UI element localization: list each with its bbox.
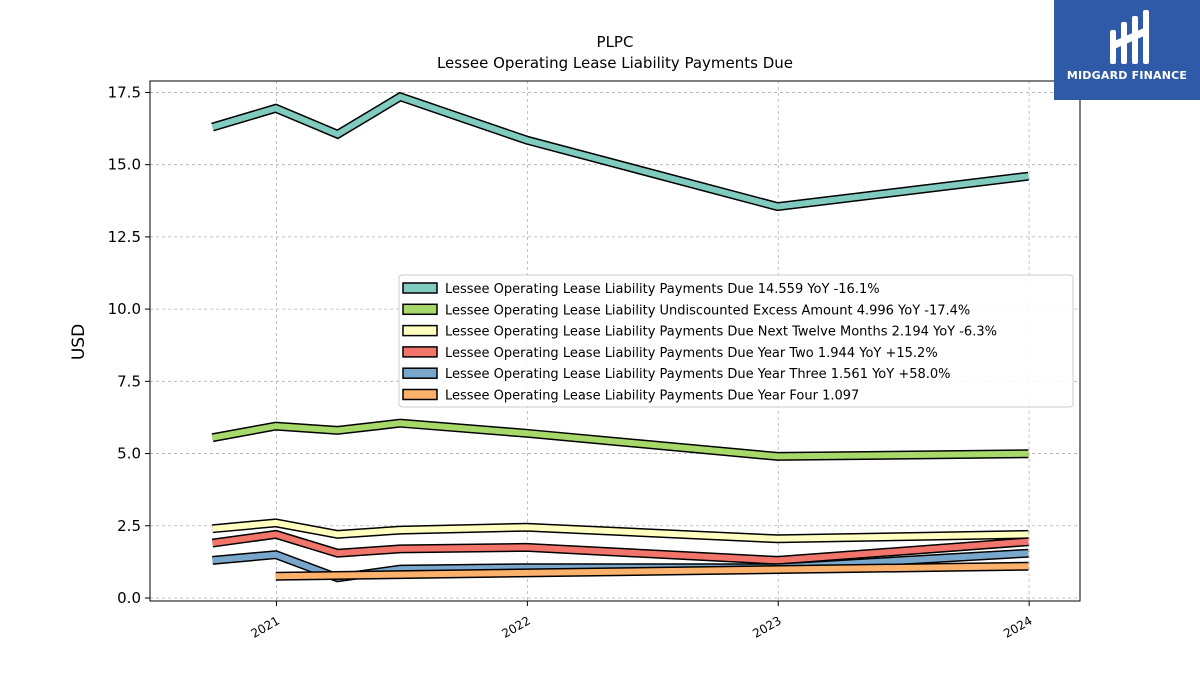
y-tick-label: 15.0 [108,156,141,174]
y-tick-label: 7.5 [117,372,141,390]
series-line [211,529,1029,565]
series-line-fill [211,420,1029,460]
x-tick-label: 2024 [1001,613,1034,640]
legend-swatch [402,282,438,294]
y-tick-label: 2.5 [117,517,141,535]
series-line-fill [211,93,1029,210]
legend-label: Lessee Operating Lease Liability Payment… [445,325,997,340]
legend-swatch [402,303,438,316]
legend-label: Lessee Operating Lease Liability Payment… [445,282,880,297]
series-line-fill [275,563,1029,580]
logo-text: MIDGARD FINANCE [1066,69,1188,82]
brand-logo: MIDGARD FINANCE [1054,0,1200,100]
legend-label: Lessee Operating Lease Liability Payment… [445,346,938,361]
series-line [212,518,1029,544]
series-layer [211,91,1029,583]
x-tick-label: 2023 [750,613,783,640]
series-line [211,418,1029,461]
series-line [211,91,1029,212]
y-tick-label: 10.0 [108,300,141,318]
legend-label: Lessee Operating Lease Liability Payment… [445,389,859,404]
legend-swatch [402,388,438,401]
chart-title: PLPC [597,33,634,51]
plot-area [149,80,1081,602]
y-axis-label: USD [69,324,89,360]
y-tick-label: 0.0 [117,589,141,607]
legend-swatch [402,346,438,358]
legend-box [398,274,1074,408]
y-tick-label: 12.5 [108,228,141,246]
series-line-fill [212,519,1029,542]
chart-subtitle: Lessee Operating Lease Liability Payment… [437,54,793,72]
legend-swatch [402,324,438,337]
legend: Lessee Operating Lease Liability Payment… [398,274,1074,408]
x-tick-label: 2021 [249,613,282,640]
series-line [275,561,1029,581]
legend-label: Lessee Operating Lease Liability Undisco… [445,303,970,318]
x-tick-label: 2022 [499,613,532,640]
logo-mark-icon [1110,10,1149,64]
legend-label: Lessee Operating Lease Liability Payment… [445,367,951,382]
series-line-fill [212,531,1029,564]
legend-swatch [402,367,438,379]
y-tick-label: 5.0 [117,445,141,463]
y-tick-label: 17.5 [108,83,141,101]
